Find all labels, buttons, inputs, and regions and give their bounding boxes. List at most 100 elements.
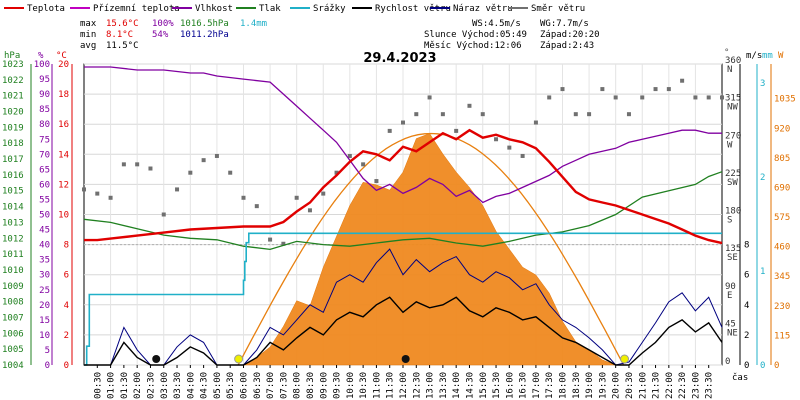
wind-direction-point — [720, 95, 724, 100]
wind-direction-point — [374, 179, 379, 184]
humidity-tick: 50 — [39, 211, 50, 221]
time-tick-label: 09:30 — [333, 372, 343, 399]
temp-tick: 6 — [64, 271, 69, 281]
time-tick-label: 19:00 — [585, 372, 595, 399]
time-tick-label: 08:30 — [306, 372, 316, 399]
wind-direction-point — [613, 95, 618, 100]
wind-direction-point — [121, 162, 126, 167]
wind-direction-point — [693, 95, 698, 100]
solar-tick: 575 — [774, 213, 790, 223]
svg-text:Teplota: Teplota — [27, 4, 65, 14]
stats-max-rain: 1.4mm — [240, 19, 267, 29]
info-mesic: Měsíc Východ:12:06 — [424, 41, 522, 51]
solar-tick: 230 — [774, 302, 790, 312]
sunrise-marker — [234, 354, 244, 364]
rain-tick: 1 — [760, 267, 765, 277]
humidity-tick: 10 — [39, 331, 50, 341]
wind-direction-point — [653, 87, 658, 92]
time-tick-label: 04:00 — [186, 372, 196, 399]
time-tick-label: 12:00 — [399, 372, 409, 399]
info-wg: WG:7.7m/s — [540, 19, 589, 29]
wind-direction-point — [494, 137, 499, 142]
time-tick-label: 22:00 — [665, 372, 675, 399]
pressure-tick: 1021 — [2, 92, 24, 102]
stats-min-press: 1011.2hPa — [180, 30, 229, 40]
temp-tick: 2 — [64, 331, 69, 341]
rain-tick: 0 — [760, 361, 765, 371]
info-slunce: Slunce Východ:05:49 — [424, 30, 527, 40]
wind-direction-point — [640, 95, 645, 100]
wind-direction-point — [108, 195, 113, 200]
wind-direction-point — [600, 87, 605, 92]
wind-direction-point — [626, 112, 631, 117]
humidity-tick: 40 — [39, 241, 50, 251]
wind-direction-point — [666, 87, 671, 92]
time-tick-label: 18:30 — [572, 372, 582, 399]
pressure-tick: 1016 — [2, 171, 24, 181]
time-tick-label: 13:00 — [426, 372, 436, 399]
pressure-tick: 1019 — [2, 123, 24, 133]
time-tick-label: 17:30 — [545, 372, 555, 399]
wind-direction-point — [175, 187, 180, 192]
direction-label: SW — [727, 178, 738, 188]
info-block: WS:4.5m/s WG:7.7m/s Slunce Východ:05:49 … — [424, 19, 600, 51]
wind-direction-point — [427, 95, 432, 100]
unit-hpa: hPa — [4, 51, 20, 61]
time-tick-label: 17:00 — [532, 372, 542, 399]
pressure-tick: 1018 — [2, 139, 24, 149]
pressure-tick: 1007 — [2, 313, 24, 323]
humidity-tick: 75 — [39, 135, 50, 145]
direction-label: NE — [727, 328, 738, 338]
wind-direction-point — [188, 170, 193, 175]
time-tick-label: 20:00 — [612, 372, 622, 399]
wind-direction-point — [268, 237, 273, 242]
stats-avg-temp: 11.5°C — [106, 41, 139, 51]
time-tick-label: 02:30 — [146, 372, 156, 399]
wind-direction-point — [467, 103, 472, 108]
time-tick-label: 20:30 — [625, 372, 635, 399]
wind-direction-point — [706, 95, 711, 100]
plot-area — [82, 66, 724, 366]
time-tick-label: 21:00 — [638, 372, 648, 399]
direction-label: W — [727, 140, 733, 150]
wind-direction-point — [560, 87, 565, 92]
time-tick-label: 01:30 — [120, 372, 130, 399]
solar-tick: 1035 — [774, 95, 796, 105]
humidity-tick: 65 — [39, 165, 50, 175]
wind-direction-point — [520, 153, 525, 158]
time-tick-label: 11:30 — [386, 372, 396, 399]
wind-direction-point — [161, 212, 166, 217]
temperature-line — [84, 128, 723, 245]
stats-block: max 15.6°C 100% 1016.5hPa 1.4mm min 8.1°… — [80, 19, 267, 51]
wind-tick: 6 — [744, 271, 749, 281]
pressure-tick: 1017 — [2, 155, 24, 165]
time-tick-label: 07:30 — [279, 372, 289, 399]
legend-item-srazky: Srážky — [290, 4, 346, 14]
humidity-tick: 5 — [45, 346, 50, 356]
direction-tick: 135 — [725, 244, 741, 254]
wind-direction-point — [533, 120, 538, 125]
pressure-tick: 1011 — [2, 250, 24, 260]
solar-tick: 805 — [774, 154, 790, 164]
wind-direction-point — [214, 153, 219, 158]
solar-tick: 115 — [774, 331, 790, 341]
temp-tick: 20 — [58, 60, 69, 70]
pressure-tick: 1013 — [2, 218, 24, 228]
svg-text:Rychlost větru: Rychlost větru — [375, 4, 451, 14]
direction-tick: 270 — [725, 131, 741, 141]
legend-item-prizemni: Přízemní teplota — [70, 4, 180, 14]
time-tick-label: 05:30 — [226, 372, 236, 399]
humidity-tick: 25 — [39, 286, 50, 296]
left-axes: 1023102210211020101910181017101610151014… — [2, 60, 73, 371]
time-tick-label: 10:00 — [346, 372, 356, 399]
wind-direction-point — [414, 112, 419, 117]
pressure-line — [83, 171, 723, 251]
legend-item-smer: Směr větru — [508, 4, 585, 14]
wind-direction-point — [547, 95, 552, 100]
pressure-tick: 1009 — [2, 282, 24, 292]
wind-direction-point — [680, 78, 685, 83]
svg-text:Vlhkost: Vlhkost — [195, 4, 233, 14]
unit-ms: m/s — [746, 51, 762, 61]
info-mesic-zapad: Západ:2:43 — [540, 41, 594, 51]
